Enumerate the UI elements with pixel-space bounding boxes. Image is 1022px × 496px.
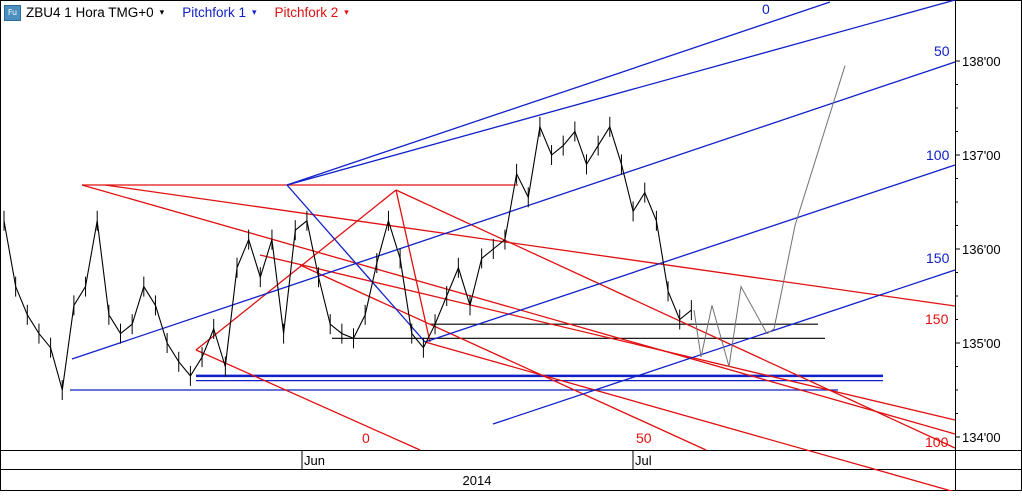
pitchfork-2-level-label: 100	[925, 434, 949, 450]
pitchfork-labels: 0 50 100 150 150 0 50 100	[362, 1, 950, 450]
pitchfork-2-line	[195, 189, 397, 351]
x-axis: Jun Jul 2014	[301, 450, 652, 488]
pitchfork-1	[71, 0, 956, 425]
y-tick-label: 136'00	[962, 242, 1001, 257]
pitchfork-1-line	[286, 1, 831, 186]
price-line	[3, 124, 692, 391]
pitchfork-1-line	[424, 164, 956, 343]
pitchfork-1-level-label: 100	[926, 147, 950, 163]
y-tick-label: 138'00	[962, 54, 1001, 69]
y-tick-label: 137'00	[962, 148, 1001, 163]
pitchfork-2-line	[424, 341, 956, 493]
pitchfork-1-level-label: 150	[926, 250, 950, 266]
x-tick-label: Jun	[304, 453, 325, 468]
pitchfork-2-line	[395, 189, 431, 343]
x-tick-label: Jul	[635, 453, 652, 468]
symbol-selector[interactable]: ZBU4 1 Hora TMG+0 ▾	[26, 5, 164, 20]
pitchfork-1-level-label: 50	[934, 43, 950, 59]
x-period-label: 2014	[463, 473, 492, 488]
pitchfork-2	[81, 184, 956, 493]
pitchfork-2-level-label: 150	[925, 311, 949, 327]
pitchfork-2-level-label: 50	[636, 430, 652, 446]
pitchfork-1-line	[286, 0, 956, 186]
pitchfork-2-line	[299, 264, 707, 451]
y-tick-label: 135'00	[962, 336, 1001, 351]
pitchfork-1-line	[71, 61, 956, 360]
projected-path	[693, 65, 846, 367]
pitchfork-1-level-label: 0	[762, 1, 770, 17]
instrument-logo-icon[interactable]: Fu	[4, 5, 21, 21]
pitchfork-1-line	[286, 184, 426, 343]
chart-toolbar: ZBU4 1 Hora TMG+0 ▾ Pitchfork 1 ▾ Pitchf…	[26, 3, 367, 21]
chevron-down-icon: ▾	[159, 6, 165, 17]
pitchfork-1-label: Pitchfork 1	[182, 4, 246, 20]
y-tick-label: 134'00	[962, 430, 1001, 445]
price-series	[3, 65, 846, 400]
pitchfork-2-label: Pitchfork 2	[274, 4, 339, 20]
chevron-down-icon: ▾	[251, 6, 257, 17]
symbol-label: ZBU4 1 Hora TMG+0	[26, 4, 154, 20]
pitchfork-2-level-label: 0	[362, 430, 370, 446]
pitchfork-2-line	[259, 254, 956, 421]
chevron-down-icon: ▾	[344, 6, 349, 17]
pitchfork-2-line	[395, 189, 956, 449]
pitchfork-2-line	[81, 184, 956, 435]
pitchfork-2-line	[195, 349, 421, 451]
pitchfork-2-line	[104, 184, 956, 307]
y-axis: 138'00 137'00 136'00 135'00 134'00	[955, 54, 1001, 445]
pitchfork-2-selector[interactable]: Pitchfork 2 ▾	[275, 5, 349, 20]
pitchfork-1-selector[interactable]: Pitchfork 1 ▾	[182, 5, 256, 20]
